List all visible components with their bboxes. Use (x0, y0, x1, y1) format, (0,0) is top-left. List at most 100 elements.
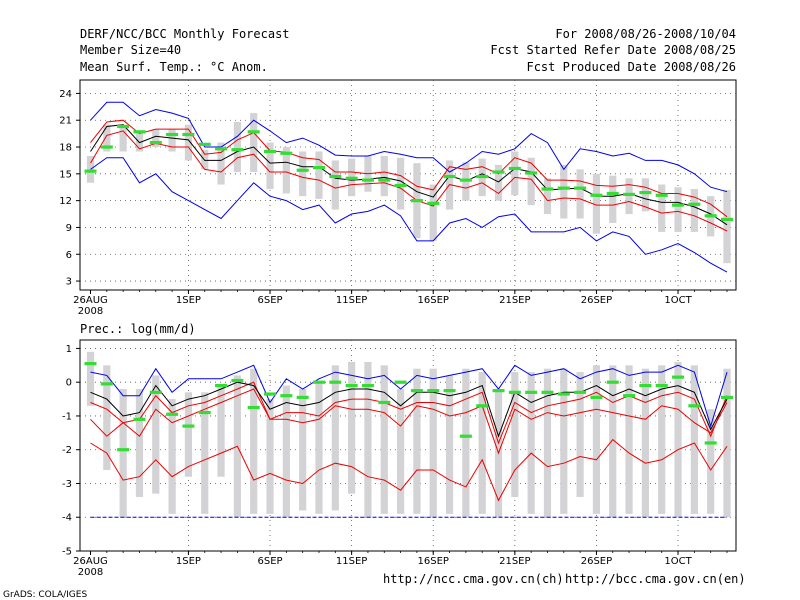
series-line-upper (90, 381, 728, 445)
spread-bar (625, 365, 633, 514)
x-year-label: 2008 (78, 567, 103, 578)
spread-bar (543, 368, 552, 518)
obs-marker (427, 389, 440, 393)
spread-bar (462, 368, 470, 518)
obs-marker (443, 389, 456, 393)
spread-bar (527, 157, 535, 206)
spread-bar (103, 124, 111, 152)
spread-bar (609, 175, 617, 223)
spread-bar (592, 365, 601, 514)
obs-marker (655, 193, 668, 197)
spread-bar (86, 351, 95, 406)
spread-bar (690, 365, 698, 514)
spread-bar (217, 142, 225, 185)
obs-marker (606, 191, 619, 196)
obs-marker (541, 390, 554, 394)
spread-bar (201, 149, 209, 170)
spread-bar (429, 184, 437, 241)
spread-bar (233, 122, 241, 173)
obs-marker (721, 217, 733, 222)
obs-marker (394, 183, 407, 188)
spread-bar (315, 382, 323, 514)
spread-bar (527, 372, 535, 514)
obs-marker (590, 193, 603, 197)
obs-marker (100, 145, 113, 149)
spread-bar (543, 178, 552, 215)
x-tick-label: 26SEP (581, 295, 612, 306)
spread-bar (511, 372, 519, 497)
obs-marker (361, 178, 374, 182)
spread-bar (184, 392, 193, 477)
obs-marker (525, 390, 538, 394)
obs-marker (606, 380, 619, 384)
x-tick-label: 21SEP (499, 556, 530, 567)
footer-url-ncc[interactable]: http://ncc.cma.gov.cn(ch) (383, 572, 564, 586)
precip-panel-title: Prec.: log(mm/d) (80, 322, 196, 336)
spread-bar (201, 392, 209, 514)
obs-marker (198, 142, 211, 146)
spread-bar (413, 368, 421, 514)
series-line-lower (90, 130, 728, 232)
spread-bar (429, 368, 437, 518)
y-tick-label: 21 (59, 116, 72, 127)
spread-bar (609, 365, 617, 518)
obs-marker (247, 405, 260, 410)
obs-marker (247, 130, 260, 134)
obs-marker (149, 390, 162, 394)
x-tick-label: 11SEP (336, 295, 367, 306)
spread-bar (674, 361, 682, 518)
spread-bar (674, 187, 682, 232)
plot-frame (79, 339, 737, 552)
y-tick-label: -1 (62, 411, 72, 422)
obs-marker (166, 132, 179, 137)
x-tick-label: 1OCT (664, 556, 692, 567)
x-tick-label: 1OCT (664, 295, 692, 306)
obs-marker (296, 395, 309, 399)
header-variable: Mean Surf. Temp.: °C Anom. (80, 60, 268, 74)
spread-bar (641, 178, 649, 212)
grads-credit: GrADS: COLA/IGES (3, 590, 87, 600)
x-year-label: 2008 (78, 306, 103, 317)
x-tick-label: 16SEP (418, 295, 449, 306)
spread-bar (250, 368, 258, 514)
obs-marker (476, 174, 489, 179)
obs-marker (655, 383, 668, 388)
obs-marker (394, 380, 407, 384)
obs-marker (296, 168, 309, 172)
temperature-panel: 3 6 9 12 15 18 21 24 26AUG 1SEP 6SEP 11SEP 16SEP 21SE… (59, 79, 737, 317)
obs-marker (508, 390, 521, 394)
y-tick-label: 1 (66, 344, 72, 355)
obs-marker (345, 383, 358, 388)
obs-marker (264, 149, 277, 154)
obs-marker (639, 190, 652, 195)
obs-marker (166, 412, 179, 416)
header-member-size: Member Size=40 (80, 43, 181, 57)
obs-marker (574, 390, 587, 394)
y-tick-label: -4 (62, 513, 72, 524)
spread-bar (380, 365, 388, 514)
spread-bar (282, 385, 290, 518)
obs-marker (541, 187, 554, 191)
spread-bar (723, 189, 731, 264)
spread-bar (168, 399, 176, 514)
obs-marker (117, 448, 130, 452)
obs-marker (704, 441, 717, 445)
obs-marker (508, 166, 521, 171)
y-tick-label: 24 (59, 89, 72, 100)
footer-url-bcc[interactable]: http://bcc.cma.gov.cn(en) (565, 572, 746, 586)
spread-bar (103, 365, 111, 470)
obs-marker (378, 400, 391, 405)
y-tick-label: -3 (62, 479, 72, 490)
spread-bar (168, 129, 176, 152)
obs-marker (312, 380, 325, 384)
spread-bar (641, 368, 649, 518)
x-tick-label: 26AUG (73, 295, 108, 306)
obs-marker (117, 124, 130, 129)
obs-marker (329, 380, 342, 384)
spread-bar (445, 375, 454, 514)
obs-marker (672, 203, 685, 207)
spread-bar (282, 147, 290, 194)
series-line-max (90, 101, 728, 193)
series-line-min (90, 438, 728, 502)
